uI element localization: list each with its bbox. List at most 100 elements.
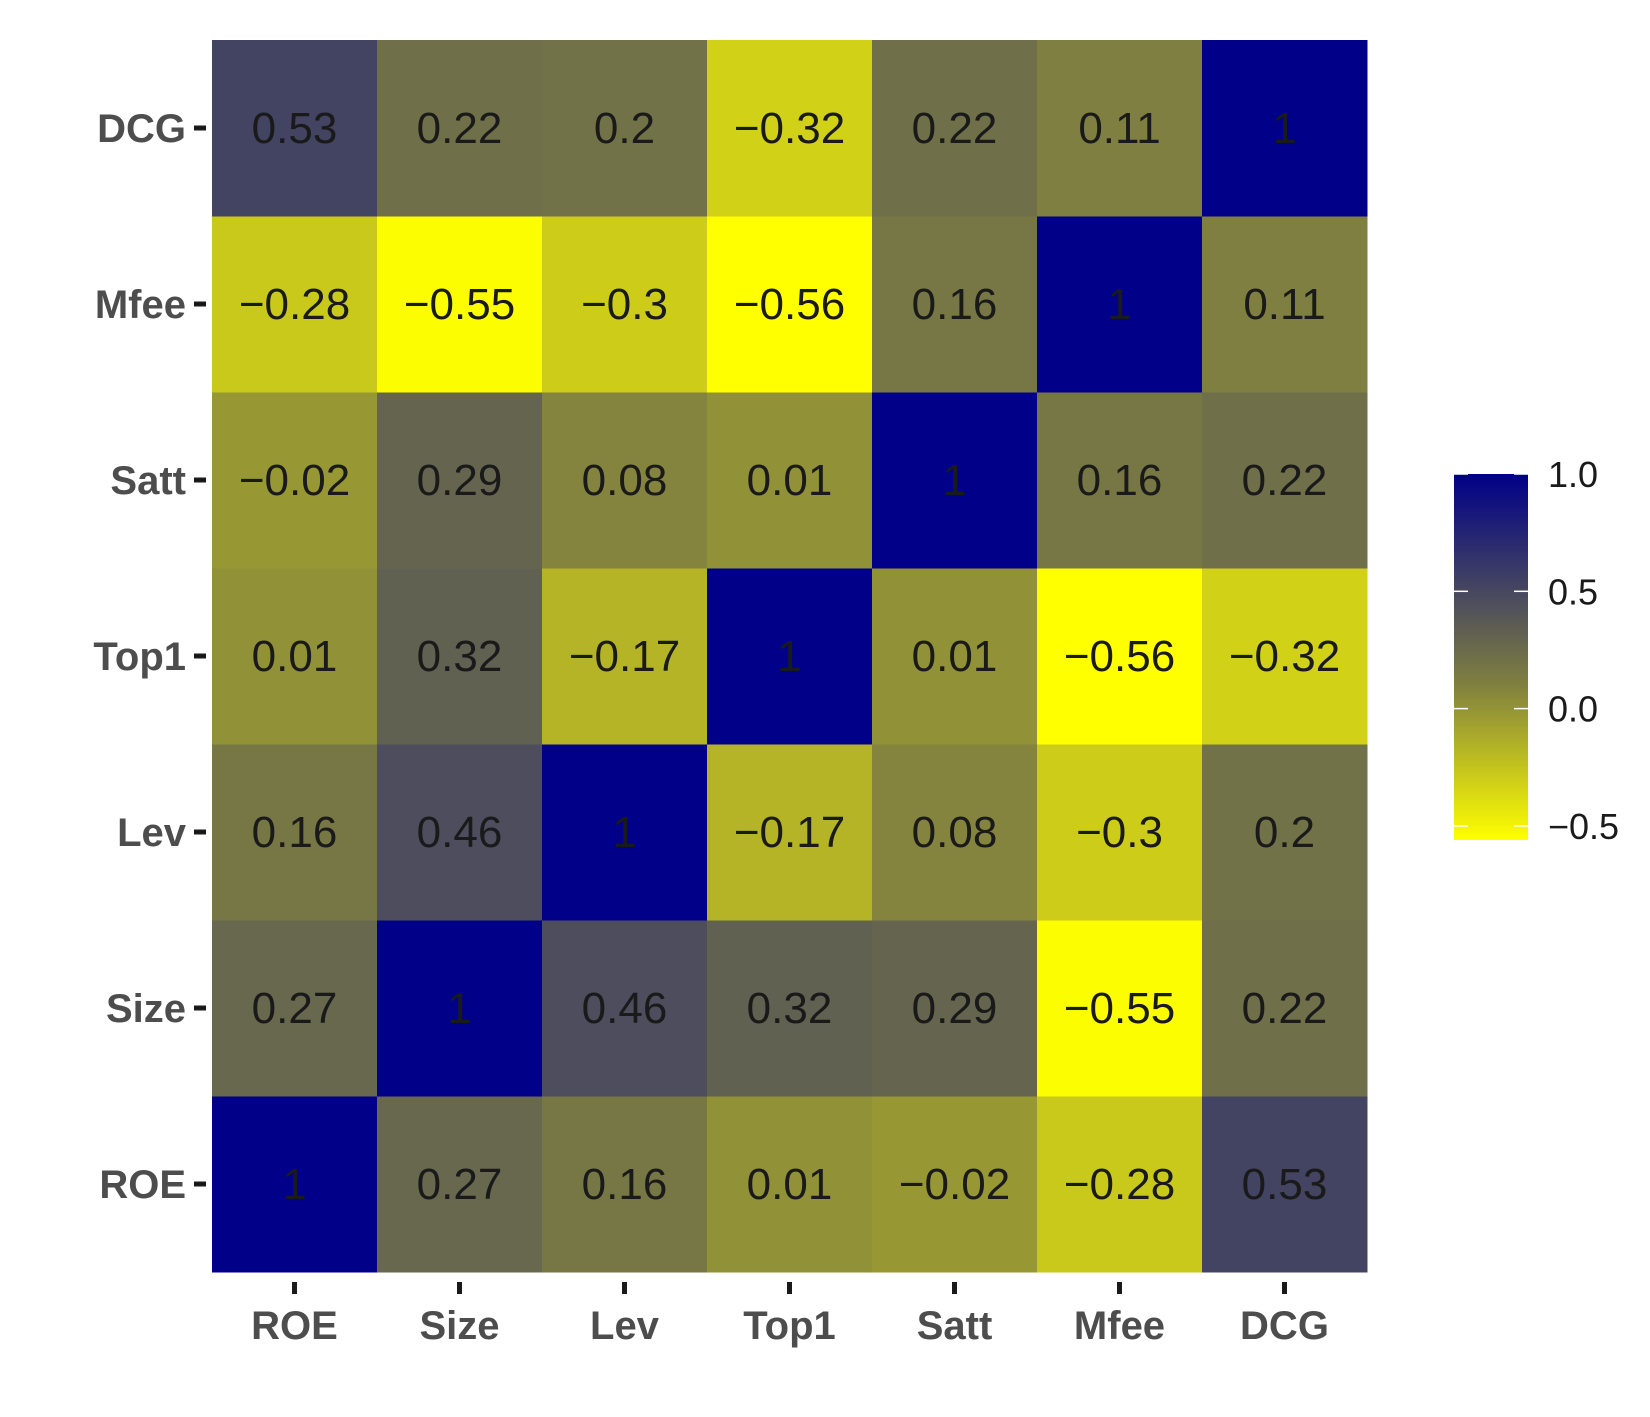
cell-value-label: 0.22 bbox=[1242, 984, 1328, 1033]
y-tick-label-top1: Top1 bbox=[93, 635, 186, 679]
heatmap-cell-roe-satt bbox=[872, 1096, 1038, 1273]
cell-value-label: 0.27 bbox=[252, 984, 338, 1033]
heatmap-cell-dcg-mfee bbox=[1037, 40, 1203, 217]
cell-value-label: 0.11 bbox=[1078, 104, 1160, 153]
cell-value-label: 0.22 bbox=[1242, 456, 1328, 505]
heatmap-cell-mfee-roe bbox=[212, 216, 378, 393]
heatmap-cell-lev-size bbox=[377, 744, 543, 921]
heatmap-cell-dcg-top1 bbox=[707, 40, 873, 217]
cell-value-label: −0.28 bbox=[239, 280, 350, 329]
y-tick-label-roe: ROE bbox=[99, 1163, 186, 1207]
heatmap-cell-size-satt bbox=[872, 920, 1038, 1097]
heatmap-cell-satt-dcg bbox=[1202, 392, 1368, 569]
cell-value-label: 0.01 bbox=[912, 632, 998, 681]
cell-value-label: 0.46 bbox=[417, 808, 503, 857]
cell-value-label: 1 bbox=[447, 984, 471, 1033]
heatmap-cell-top1-lev bbox=[542, 568, 708, 745]
heatmap-cell-lev-satt bbox=[872, 744, 1038, 921]
cell-value-label: −0.56 bbox=[1064, 632, 1175, 681]
heatmap-cell-top1-size bbox=[377, 568, 543, 745]
cell-value-label: −0.28 bbox=[1064, 1160, 1175, 1209]
heatmap-cell-satt-roe bbox=[212, 392, 378, 569]
heatmap-cell-labels: 1 0.27 0.16 0.01 −0.02 −0.28 0.53 0.27 1 0.46 0.32… bbox=[239, 104, 1340, 1209]
heatmap-cell-roe-dcg bbox=[1202, 1096, 1368, 1273]
heatmap-cell-satt-satt bbox=[872, 392, 1038, 569]
heatmap-cell-top1-dcg bbox=[1202, 568, 1368, 745]
cell-value-label: 0.01 bbox=[747, 456, 833, 505]
heatmap-cell-mfee-top1 bbox=[707, 216, 873, 393]
cell-value-label: −0.56 bbox=[734, 280, 845, 329]
legend-break-label: −0.5 bbox=[1548, 806, 1619, 847]
cell-value-label: −0.55 bbox=[1064, 984, 1175, 1033]
heatmap-cell-top1-satt bbox=[872, 568, 1038, 745]
heatmap-cell-size-lev bbox=[542, 920, 708, 1097]
legend-color-bar bbox=[1454, 474, 1528, 840]
heatmap-cell-mfee-size bbox=[377, 216, 543, 393]
cell-value-label: 0.29 bbox=[417, 456, 503, 505]
heatmap-cell-dcg-satt bbox=[872, 40, 1038, 217]
y-tick-label-satt: Satt bbox=[110, 459, 186, 503]
cell-value-label: 0.01 bbox=[252, 632, 338, 681]
cell-value-label: 0.2 bbox=[1254, 808, 1315, 857]
heatmap-cell-roe-top1 bbox=[707, 1096, 873, 1273]
heatmap-cell-mfee-lev bbox=[542, 216, 708, 393]
cell-value-label: −0.17 bbox=[734, 808, 845, 857]
heatmap-cell-size-mfee bbox=[1037, 920, 1203, 1097]
cell-value-label: 1 bbox=[1272, 104, 1296, 153]
cell-value-label: 0.16 bbox=[1077, 456, 1163, 505]
heatmap-cell-mfee-mfee bbox=[1037, 216, 1203, 393]
heatmap-cell-satt-lev bbox=[542, 392, 708, 569]
cell-value-label: 0.53 bbox=[1242, 1160, 1328, 1209]
cell-value-label: 0.22 bbox=[912, 104, 998, 153]
cell-value-label: 1 bbox=[1107, 280, 1131, 329]
heatmap-cell-lev-mfee bbox=[1037, 744, 1203, 921]
cell-value-label: 0.16 bbox=[582, 1160, 668, 1209]
heatmap-cell-size-size bbox=[377, 920, 543, 1097]
cell-value-label: 0.2 bbox=[594, 104, 655, 153]
heatmap-cell-lev-top1 bbox=[707, 744, 873, 921]
y-tick-label-dcg: DCG bbox=[97, 107, 186, 151]
cell-value-label: −0.32 bbox=[734, 104, 845, 153]
legend-break-label: 0.5 bbox=[1548, 571, 1598, 612]
cell-value-label: −0.3 bbox=[1076, 808, 1163, 857]
heatmap-cell-roe-mfee bbox=[1037, 1096, 1203, 1273]
cell-value-label: 0.27 bbox=[417, 1160, 503, 1209]
cell-value-label: −0.17 bbox=[569, 632, 680, 681]
heatmap-cell-top1-top1 bbox=[707, 568, 873, 745]
heatmap-cell-roe-lev bbox=[542, 1096, 708, 1273]
heatmap-cells bbox=[212, 40, 1368, 1273]
x-tick-label-lev: Lev bbox=[590, 1304, 660, 1348]
heatmap-cell-size-roe bbox=[212, 920, 378, 1097]
heatmap-cell-roe-roe bbox=[212, 1096, 378, 1273]
cell-value-label: 1 bbox=[282, 1160, 306, 1209]
legend-break-label: 1.0 bbox=[1548, 454, 1598, 495]
heatmap-cell-top1-roe bbox=[212, 568, 378, 745]
cell-value-label: 0.08 bbox=[582, 456, 668, 505]
heatmap-cell-size-dcg bbox=[1202, 920, 1368, 1097]
y-tick-label-mfee: Mfee bbox=[95, 283, 186, 327]
heatmap-cell-satt-mfee bbox=[1037, 392, 1203, 569]
cell-value-label: 1 bbox=[942, 456, 966, 505]
y-tick-label-lev: Lev bbox=[117, 811, 187, 855]
heatmap-cell-mfee-dcg bbox=[1202, 216, 1368, 393]
cell-value-label: 0.32 bbox=[747, 984, 833, 1033]
cell-value-label: 0.11 bbox=[1243, 280, 1325, 329]
color-legend: 1.0 0.5 0.0 −0.5 bbox=[1454, 454, 1619, 847]
cell-value-label: 0.53 bbox=[252, 104, 338, 153]
cell-value-label: 0.16 bbox=[252, 808, 338, 857]
cell-value-label: 0.01 bbox=[747, 1160, 833, 1209]
cell-value-label: 0.08 bbox=[912, 808, 998, 857]
heatmap-cell-satt-top1 bbox=[707, 392, 873, 569]
heatmap-cell-top1-mfee bbox=[1037, 568, 1203, 745]
cell-value-label: 1 bbox=[777, 632, 801, 681]
x-tick-label-roe: ROE bbox=[251, 1304, 338, 1348]
cell-value-label: −0.55 bbox=[404, 280, 515, 329]
x-tick-label-top1: Top1 bbox=[743, 1304, 836, 1348]
cell-value-label: 0.46 bbox=[582, 984, 668, 1033]
heatmap-cell-dcg-lev bbox=[542, 40, 708, 217]
heatmap-cell-roe-size bbox=[377, 1096, 543, 1273]
heatmap-cell-dcg-roe bbox=[212, 40, 378, 217]
cell-value-label: 0.32 bbox=[417, 632, 503, 681]
x-tick-label-mfee: Mfee bbox=[1074, 1304, 1165, 1348]
